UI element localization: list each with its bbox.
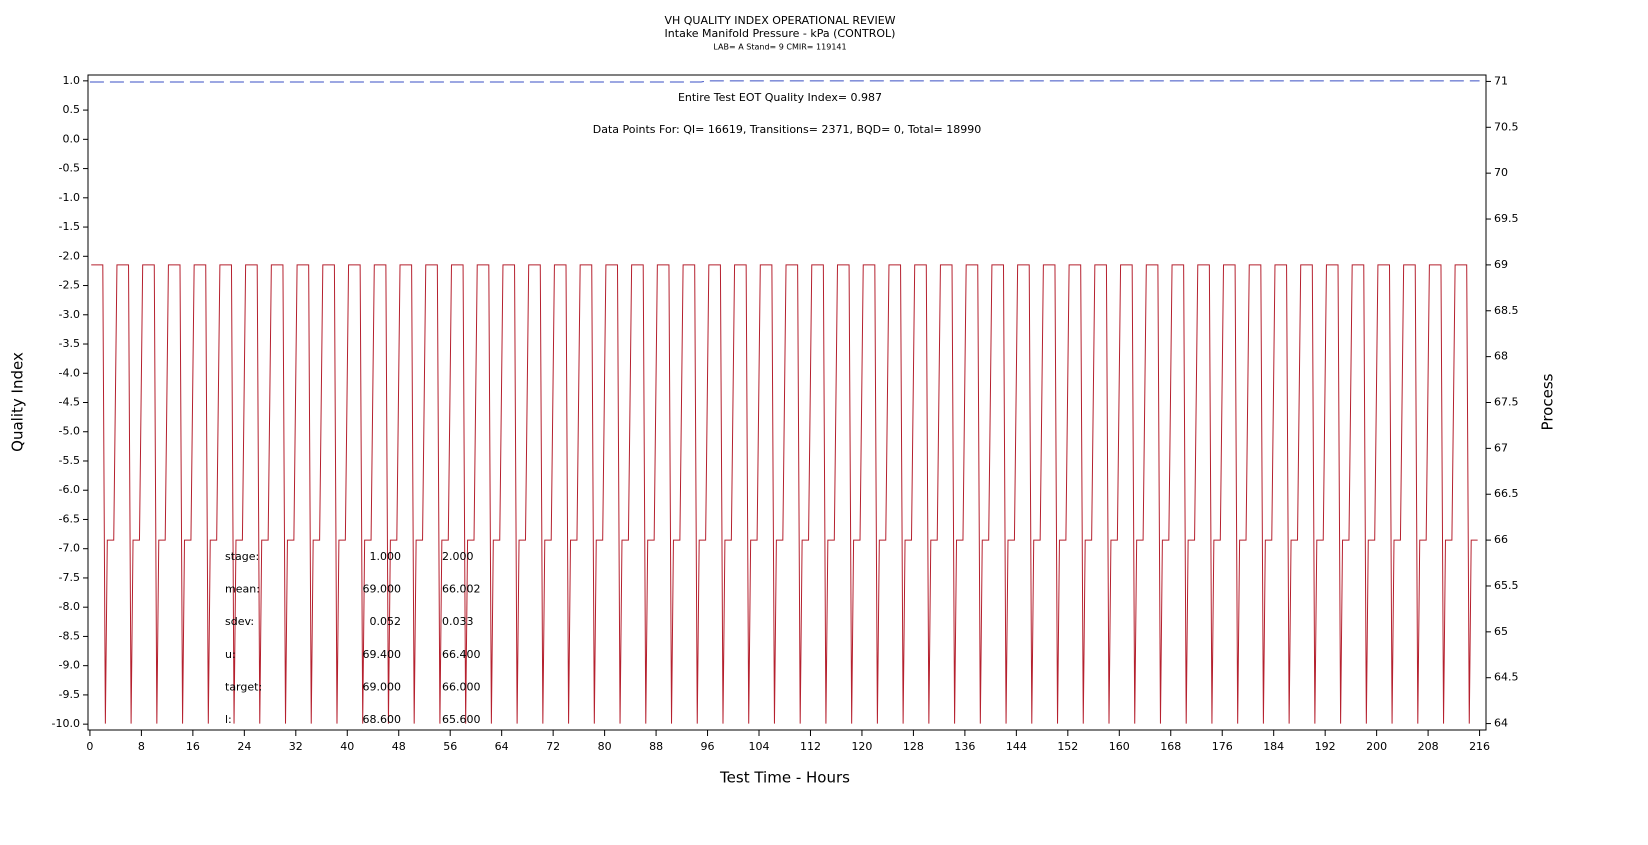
stats-value: 1.000 <box>370 550 402 563</box>
x-tick-label: 80 <box>598 740 612 753</box>
x-tick-label: 168 <box>1160 740 1181 753</box>
stats-label: target: <box>225 680 262 693</box>
annotation: Entire Test EOT Quality Index= 0.987 <box>678 91 882 104</box>
y2-tick-label: 68 <box>1494 350 1508 363</box>
y-tick-label: -9.0 <box>59 659 80 672</box>
chart-subtitle: Intake Manifold Pressure - kPa (CONTROL) <box>665 27 896 40</box>
y-tick-label: -1.5 <box>59 220 80 233</box>
x-tick-label: 160 <box>1109 740 1130 753</box>
y-tick-label: -2.0 <box>59 249 80 262</box>
x-tick-label: 112 <box>800 740 821 753</box>
stats-value: 66.002 <box>442 583 481 596</box>
y-tick-label: -4.5 <box>59 396 80 409</box>
x-tick-label: 104 <box>749 740 770 753</box>
y2-tick-label: 66.5 <box>1494 487 1519 500</box>
stats-value: 69.000 <box>363 680 402 693</box>
y2-tick-label: 64.5 <box>1494 671 1519 684</box>
y2-tick-label: 67 <box>1494 441 1508 454</box>
y2-tick-label: 70 <box>1494 166 1508 179</box>
stats-value: 66.000 <box>442 680 481 693</box>
y-tick-label: 0.0 <box>63 132 81 145</box>
x-tick-label: 56 <box>443 740 457 753</box>
x-axis-label: Test Time - Hours <box>719 769 850 787</box>
stats-value: 66.400 <box>442 648 481 661</box>
y-tick-label: -9.5 <box>59 688 80 701</box>
plot-frame <box>87 74 1487 731</box>
y-tick-label: -8.0 <box>59 600 80 613</box>
y-tick-label: 0.5 <box>63 103 81 116</box>
y2-tick-label: 66 <box>1494 533 1508 546</box>
y-tick-label: -3.5 <box>59 337 80 350</box>
x-tick-label: 48 <box>392 740 406 753</box>
y2-tick-label: 67.5 <box>1494 396 1519 409</box>
y-tick-label: -4.0 <box>59 366 80 379</box>
y-tick-label: 1.0 <box>63 74 81 87</box>
x-tick-label: 24 <box>237 740 251 753</box>
y-tick-label: -8.5 <box>59 629 80 642</box>
x-tick-label: 208 <box>1418 740 1439 753</box>
stats-value: 69.000 <box>363 583 402 596</box>
stats-value: 65.600 <box>442 713 481 726</box>
x-tick-label: 88 <box>649 740 663 753</box>
x-tick-label: 176 <box>1212 740 1233 753</box>
stats-value: 0.033 <box>442 615 474 628</box>
x-tick-label: 144 <box>1006 740 1027 753</box>
y-tick-label: -6.0 <box>59 483 80 496</box>
x-tick-label: 32 <box>289 740 303 753</box>
y2-tick-label: 68.5 <box>1494 304 1519 317</box>
x-tick-label: 184 <box>1263 740 1284 753</box>
y-axis-label: Quality Index <box>9 352 27 452</box>
stats-value: 2.000 <box>442 550 474 563</box>
y-tick-label: -1.0 <box>59 191 80 204</box>
x-tick-label: 152 <box>1057 740 1078 753</box>
x-tick-label: 200 <box>1366 740 1387 753</box>
x-tick-label: 96 <box>701 740 715 753</box>
y-tick-label: -3.0 <box>59 308 80 321</box>
stats-value: 0.052 <box>370 615 402 628</box>
chart-subtitle: LAB= A Stand= 9 CMIR= 119141 <box>713 43 846 52</box>
y2-tick-label: 65.5 <box>1494 579 1519 592</box>
stats-label: u: <box>225 648 236 661</box>
y2-tick-label: 71 <box>1494 74 1508 87</box>
y2-axis-label: Process <box>1539 373 1557 430</box>
y-tick-label: -7.0 <box>59 542 80 555</box>
y2-tick-label: 69.5 <box>1494 212 1519 225</box>
stats-value: 68.600 <box>363 713 402 726</box>
x-tick-label: 72 <box>546 740 560 753</box>
stats-value: 69.400 <box>363 648 402 661</box>
y-tick-label: -6.5 <box>59 512 80 525</box>
data-line <box>89 80 1480 83</box>
stats-label: mean: <box>225 583 260 596</box>
x-tick-label: 40 <box>340 740 354 753</box>
x-tick-label: 136 <box>954 740 975 753</box>
y2-tick-label: 70.5 <box>1494 120 1519 133</box>
x-tick-label: 216 <box>1469 740 1490 753</box>
y-tick-label: -7.5 <box>59 571 80 584</box>
data-line <box>91 264 1478 724</box>
annotation: Data Points For: QI= 16619, Transitions=… <box>593 123 982 136</box>
stats-label: l: <box>225 713 232 726</box>
y-tick-label: -10.0 <box>52 717 80 730</box>
stats-label: sdev: <box>225 615 254 628</box>
chart-title: VH QUALITY INDEX OPERATIONAL REVIEW <box>664 14 895 27</box>
x-tick-label: 8 <box>138 740 145 753</box>
x-tick-label: 0 <box>86 740 93 753</box>
y2-tick-label: 65 <box>1494 625 1508 638</box>
y-tick-label: -5.0 <box>59 425 80 438</box>
x-tick-label: 128 <box>903 740 924 753</box>
stats-label: stage: <box>225 550 259 563</box>
x-tick-label: 192 <box>1315 740 1336 753</box>
y-tick-label: -0.5 <box>59 162 80 175</box>
y2-tick-label: 64 <box>1494 717 1508 730</box>
x-tick-label: 120 <box>851 740 872 753</box>
x-tick-label: 16 <box>186 740 200 753</box>
x-tick-label: 64 <box>495 740 509 753</box>
y-tick-label: -2.5 <box>59 279 80 292</box>
y2-tick-label: 69 <box>1494 258 1508 271</box>
y-tick-label: -5.5 <box>59 454 80 467</box>
